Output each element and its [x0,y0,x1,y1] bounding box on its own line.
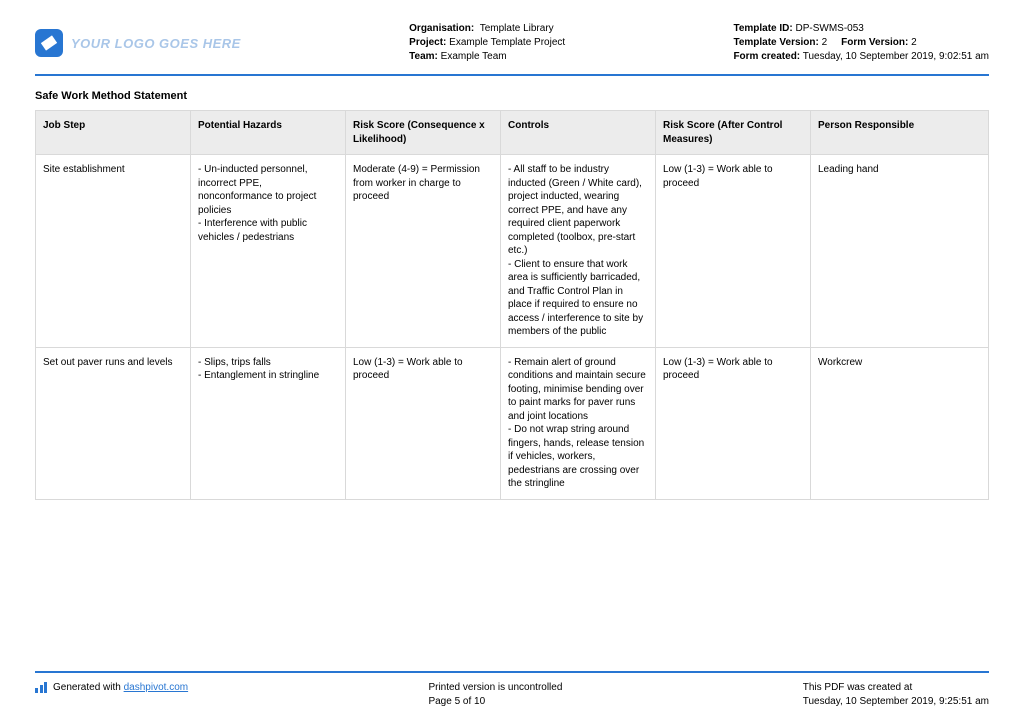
col-risk1: Risk Score (Consequence x Likelihood) [346,111,501,155]
footer-center: Printed version is uncontrolled Page 5 o… [428,681,562,709]
cell-risk1: Moderate (4-9) = Permission from worker … [346,155,501,348]
document-header: YOUR LOGO GOES HERE Organisation: Templa… [35,22,989,76]
document-footer: Generated with dashpivot.com Printed ver… [35,671,989,709]
cell-risk2: Low (1-3) = Work able to proceed [656,347,811,499]
col-person: Person Responsible [811,111,989,155]
org-value: Template Library [477,23,554,34]
template-version-label: Template Version: [733,37,818,48]
cell-risk1: Low (1-3) = Work able to proceed [346,347,501,499]
cell-hazards: - Un-inducted personnel, incorrect PPE, … [191,155,346,348]
col-hazards: Potential Hazards [191,111,346,155]
cell-job_step: Site establishment [36,155,191,348]
org-label: Organisation: [409,23,474,34]
form-version-value: 2 [911,37,917,48]
logo-text: YOUR LOGO GOES HERE [71,36,241,51]
meta-left: Organisation: Template Library Project: … [409,22,565,64]
cell-controls: - Remain alert of ground conditions and … [501,347,656,499]
template-version-value: 2 [822,37,828,48]
created-at-label: This PDF was created at [803,681,989,695]
table-header-row: Job Step Potential Hazards Risk Score (C… [36,111,989,155]
meta-right: Template ID: DP-SWMS-053 Template Versio… [733,22,989,64]
cell-person: Workcrew [811,347,989,499]
cell-person: Leading hand [811,155,989,348]
swms-table: Job Step Potential Hazards Risk Score (C… [35,110,989,500]
cell-risk2: Low (1-3) = Work able to proceed [656,155,811,348]
footer-generated: Generated with dashpivot.com [35,681,188,709]
col-controls: Controls [501,111,656,155]
cell-controls: - All staff to be industry inducted (Gre… [501,155,656,348]
section-title: Safe Work Method Statement [35,90,989,102]
form-created-value: Tuesday, 10 September 2019, 9:02:51 am [803,51,989,62]
team-value: Example Team [441,51,507,62]
form-version-label: Form Version: [841,37,908,48]
template-id-value: DP-SWMS-053 [796,23,864,34]
cell-job_step: Set out paver runs and levels [36,347,191,499]
page-number: Page 5 of 10 [428,695,562,709]
template-id-label: Template ID: [733,23,792,34]
dashpivot-link[interactable]: dashpivot.com [124,682,188,693]
created-at-value: Tuesday, 10 September 2019, 9:25:51 am [803,695,989,709]
table-row: Site establishment- Un-inducted personne… [36,155,989,348]
cell-hazards: - Slips, trips falls - Entanglement in s… [191,347,346,499]
uncontrolled-text: Printed version is uncontrolled [428,681,562,695]
col-jobstep: Job Step [36,111,191,155]
logo-block: YOUR LOGO GOES HERE [35,22,241,64]
project-label: Project: [409,37,446,48]
generated-prefix: Generated with [53,682,124,693]
form-created-label: Form created: [733,51,800,62]
project-value: Example Template Project [449,37,565,48]
footer-right: This PDF was created at Tuesday, 10 Sept… [803,681,989,709]
logo-icon [35,29,63,57]
col-risk2: Risk Score (After Control Measures) [656,111,811,155]
bars-icon [35,681,47,693]
table-row: Set out paver runs and levels- Slips, tr… [36,347,989,499]
team-label: Team: [409,51,438,62]
